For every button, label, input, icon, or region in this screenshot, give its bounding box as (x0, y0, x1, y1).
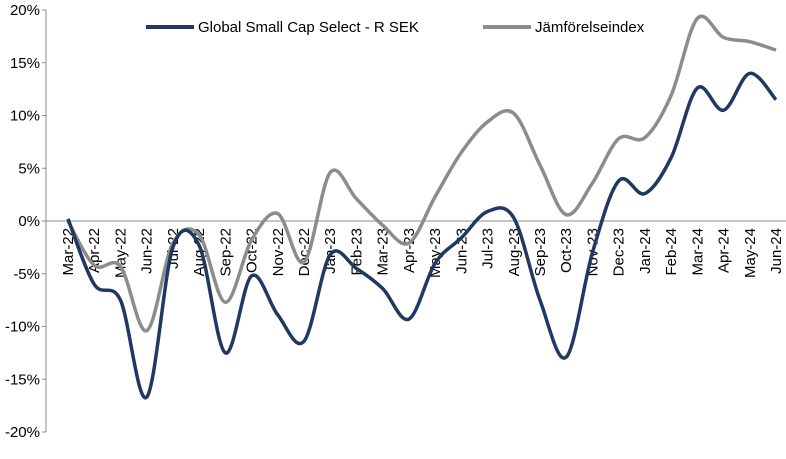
series-lines (66, 14, 778, 400)
x-tick-label: Dec-23 (611, 228, 628, 276)
x-tick-label: Aug-23 (506, 228, 523, 276)
x-tick-label: May-22 (112, 228, 129, 278)
x-tick-label: May-23 (427, 228, 444, 278)
y-tick-label: -20% (5, 424, 40, 441)
legend-label: Global Small Cap Select - R SEK (198, 19, 419, 36)
x-tick-label: Mar-22 (60, 228, 77, 276)
y-tick-label: 5% (18, 160, 40, 177)
x-tick-label: May-24 (742, 228, 759, 278)
x-tick-label: Nov-22 (270, 228, 287, 276)
x-tick-label: Dec-22 (296, 228, 313, 276)
y-tick-label: -10% (5, 319, 40, 336)
x-tick-label: Jul-23 (480, 228, 497, 269)
y-tick-label: 0% (18, 213, 40, 230)
y-axis: -20% -15% -10% -5% 0% 5% 10% 15% 20% (5, 2, 47, 441)
x-tick-label: Mar-23 (375, 228, 392, 276)
y-tick-label: -15% (5, 371, 40, 388)
y-tick-label: -5% (13, 266, 40, 283)
series-line (66, 71, 778, 400)
x-tick-label: Feb-24 (663, 228, 680, 276)
legend: Global Small Cap Select - R SEK Jämförels… (146, 19, 645, 36)
x-tick-label: Apr-24 (716, 228, 733, 273)
x-tick-label: Jun-22 (139, 228, 156, 274)
x-tick-label: Oct-23 (558, 228, 575, 273)
x-tick-label: Sep-22 (217, 228, 234, 276)
x-tick-label: Sep-23 (532, 228, 549, 276)
x-tick-label: Oct-22 (244, 228, 261, 273)
y-tick-label: 20% (10, 2, 40, 19)
series-line (66, 14, 777, 333)
x-tick-label: Mar-24 (689, 228, 706, 276)
x-tick-label: Jan-24 (637, 228, 654, 274)
y-tick-label: 15% (10, 55, 40, 72)
legend-label: Jämförelseindex (535, 19, 645, 36)
y-tick-label: 10% (10, 108, 40, 125)
x-tick-label: Jun-24 (768, 228, 785, 274)
x-axis: Mar-22 Apr-22 May-22 Jun-22 Jul-22 Aug-22 Sep-… (46, 220, 786, 278)
